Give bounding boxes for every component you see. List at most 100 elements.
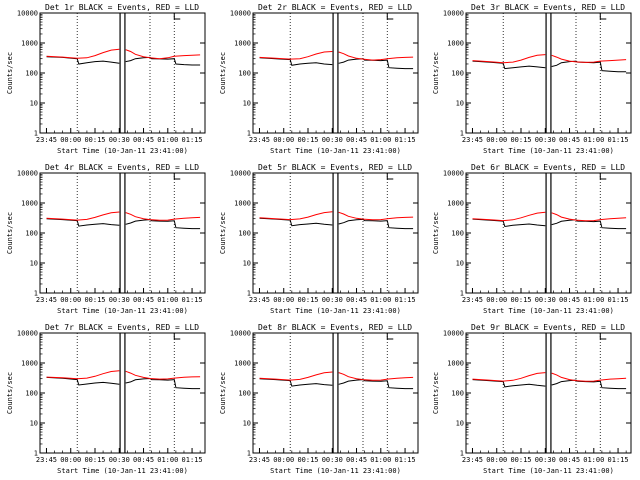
y-tick-label: 10 [30, 420, 38, 428]
chart-panel-4: Det 4r BLACK = Events, RED = LLD 1 10 100 10… [6, 163, 206, 315]
x-tick-label: 01:00 [157, 296, 178, 304]
y-tick-label: 10 [243, 100, 251, 108]
x-axis-label: Start Time (10-Jan-11 23:41:00) [270, 307, 401, 315]
x-tick-label: 00:45 [559, 296, 580, 304]
y-tick-label: 10 [456, 420, 464, 428]
marker-notch [386, 333, 394, 340]
x-tick-label: 00:00 [60, 136, 81, 144]
y-tick-label: 1000 [21, 40, 38, 48]
x-tick-label: 00:45 [559, 136, 580, 144]
events-series-line [338, 218, 414, 230]
chart-title: Det 9r BLACK = Events, RED = LLD [471, 323, 625, 332]
x-tick-label: 01:15 [182, 456, 203, 464]
x-tick-label: 01:15 [395, 296, 416, 304]
plot-frame [39, 12, 206, 134]
x-tick-label: 23:45 [249, 136, 270, 144]
y-axis-label: Counts/sec [6, 212, 14, 254]
x-tick-label: 00:15 [297, 136, 318, 144]
y-tick-label: 10000 [230, 10, 251, 18]
x-tick-label: 23:45 [249, 296, 270, 304]
x-tick-label: 00:30 [535, 136, 556, 144]
chart-panel-1: Det 1r BLACK = Events, RED = LLD 1 10 100 10… [6, 3, 206, 155]
lld-series-line [472, 54, 546, 64]
lld-series-line [259, 51, 333, 60]
lld-series-line [125, 370, 201, 380]
x-tick-label: 01:00 [583, 456, 604, 464]
x-tick-label: 01:15 [395, 136, 416, 144]
x-tick-label: 00:45 [133, 456, 154, 464]
x-tick-label: 00:00 [273, 296, 294, 304]
y-tick-label: 1 [460, 130, 464, 138]
chart-title: Det 3r BLACK = Events, RED = LLD [471, 3, 625, 12]
y-tick-label: 100 [238, 230, 251, 238]
x-tick-label: 23:45 [36, 136, 57, 144]
x-tick-label: 01:15 [608, 456, 629, 464]
y-tick-label: 100 [451, 230, 464, 238]
marker-notch [599, 173, 607, 180]
y-tick-label: 10 [30, 100, 38, 108]
y-tick-label: 100 [25, 390, 38, 398]
y-tick-label: 1 [34, 450, 38, 458]
marker-notch [173, 173, 181, 180]
chart-title: Det 7r BLACK = Events, RED = LLD [45, 323, 199, 332]
x-tick-label: 01:00 [370, 456, 391, 464]
lld-series-line [551, 54, 627, 63]
plot-frame [465, 172, 632, 294]
x-tick-label: 01:00 [157, 456, 178, 464]
lld-series-line [472, 211, 546, 222]
marker-notch [386, 173, 394, 180]
x-tick-label: 00:30 [109, 136, 130, 144]
y-tick-label: 1 [247, 450, 251, 458]
x-tick-label: 01:15 [395, 456, 416, 464]
lld-series-line [46, 48, 120, 59]
y-axis-label: Counts/sec [219, 212, 227, 254]
y-tick-label: 1 [460, 290, 464, 298]
x-tick-label: 00:15 [84, 136, 105, 144]
x-tick-label: 01:15 [608, 296, 629, 304]
lld-series-line [551, 212, 627, 222]
y-tick-label: 1000 [447, 360, 464, 368]
x-tick-label: 00:15 [297, 456, 318, 464]
lld-series-line [472, 372, 546, 382]
marker-notch [173, 333, 181, 340]
x-tick-label: 00:00 [486, 296, 507, 304]
x-tick-label: 23:45 [462, 296, 483, 304]
x-tick-label: 00:15 [84, 296, 105, 304]
x-tick-label: 23:45 [462, 456, 483, 464]
lld-series-line [46, 211, 120, 221]
chart-title: Det 1r BLACK = Events, RED = LLD [45, 3, 199, 12]
y-tick-label: 1 [460, 450, 464, 458]
y-tick-label: 10000 [443, 170, 464, 178]
x-tick-label: 23:45 [249, 456, 270, 464]
chart-title: Det 2r BLACK = Events, RED = LLD [258, 3, 412, 12]
y-tick-label: 10000 [230, 330, 251, 338]
y-tick-label: 1000 [234, 200, 251, 208]
y-tick-label: 1000 [234, 360, 251, 368]
plot-frame [252, 332, 419, 454]
events-series-line [338, 379, 414, 390]
chart-title: Det 5r BLACK = Events, RED = LLD [258, 163, 412, 172]
x-tick-label: 00:15 [510, 296, 531, 304]
y-axis-label: Counts/sec [432, 212, 440, 254]
x-tick-label: 00:00 [486, 456, 507, 464]
x-tick-label: 00:45 [346, 456, 367, 464]
y-tick-label: 1 [34, 130, 38, 138]
chart-panel-5: Det 5r BLACK = Events, RED = LLD 1 10 100 10… [219, 163, 419, 315]
marker-notch [386, 13, 394, 20]
y-tick-label: 100 [451, 390, 464, 398]
x-tick-label: 00:15 [84, 456, 105, 464]
chart-title: Det 6r BLACK = Events, RED = LLD [471, 163, 625, 172]
plot-frame [252, 172, 419, 294]
x-tick-label: 00:15 [510, 136, 531, 144]
x-tick-label: 00:45 [133, 136, 154, 144]
x-tick-label: 00:30 [322, 136, 343, 144]
x-tick-label: 00:30 [322, 296, 343, 304]
events-series-line [472, 60, 546, 70]
y-tick-label: 1000 [234, 40, 251, 48]
x-tick-label: 01:00 [157, 136, 178, 144]
marker-notch [173, 13, 181, 20]
y-tick-label: 100 [451, 70, 464, 78]
y-tick-label: 10000 [17, 10, 38, 18]
events-series-line [46, 376, 120, 386]
